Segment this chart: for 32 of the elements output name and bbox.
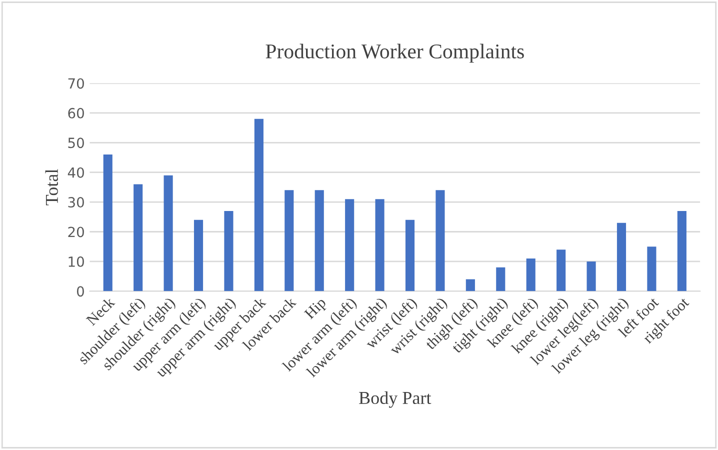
y-tick-label: 70 <box>68 78 84 89</box>
bar <box>254 118 264 292</box>
bar <box>677 210 686 292</box>
y-tick-label: 50 <box>68 138 84 148</box>
bar <box>194 220 204 292</box>
bar <box>496 267 506 292</box>
y-tick-label: 40 <box>68 167 84 178</box>
bar <box>164 175 173 292</box>
bar <box>134 184 143 292</box>
bar <box>314 190 324 292</box>
bar <box>616 222 626 292</box>
bar <box>586 261 596 292</box>
bar <box>405 220 415 292</box>
bar <box>526 258 536 292</box>
y-tick-label: 20 <box>68 226 84 238</box>
bar <box>284 190 294 292</box>
bar <box>466 279 475 292</box>
y-axis-title: Total <box>45 169 58 206</box>
bar <box>556 250 566 292</box>
bar <box>436 190 445 292</box>
chart-title: Production Worker Complaints <box>266 44 524 63</box>
x-tick-label: Hip <box>304 296 329 322</box>
y-tick-label: 0 <box>76 286 84 297</box>
bar <box>345 199 354 292</box>
bar <box>647 246 656 292</box>
y-tick-label: 30 <box>68 197 84 208</box>
y-tick-label: 60 <box>68 108 84 118</box>
bar <box>224 210 234 292</box>
x-axis-title: Body Part <box>359 391 432 408</box>
y-tick-label: 10 <box>68 256 84 267</box>
bar <box>103 154 112 292</box>
bar <box>375 199 384 292</box>
